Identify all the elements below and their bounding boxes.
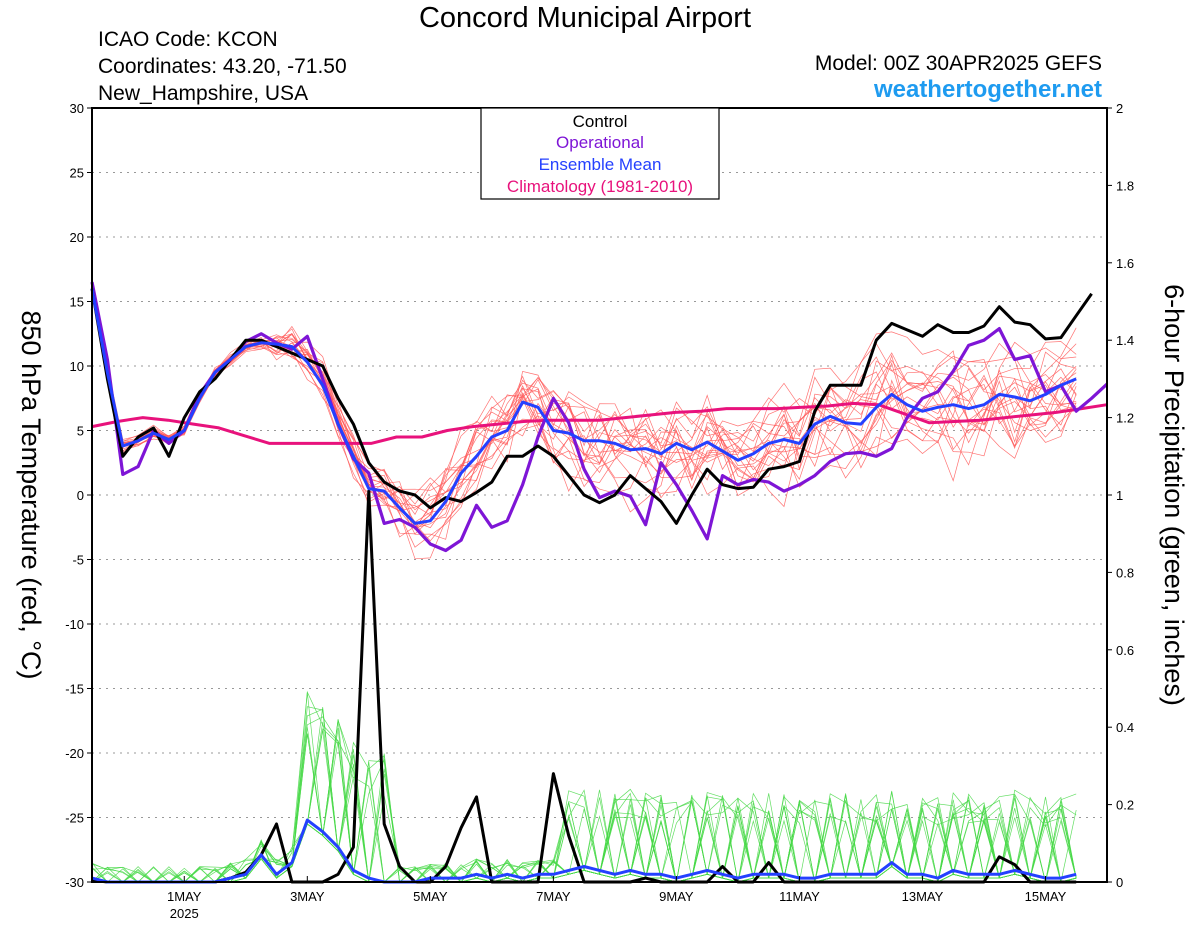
x-tick-label: 3MAY bbox=[290, 889, 325, 904]
member-temp-line bbox=[91, 290, 1077, 516]
legend-control: Control bbox=[573, 112, 628, 131]
y-right-tick-label: 0.4 bbox=[1116, 720, 1134, 735]
y-right-tick-label: 0 bbox=[1116, 875, 1123, 890]
icao-code: ICAO Code: KCON bbox=[98, 28, 278, 51]
x-tick-label: 11MAY bbox=[779, 889, 820, 904]
y-right-tick-label: 1 bbox=[1116, 488, 1123, 503]
member-temp-line bbox=[91, 287, 1077, 509]
control-precip-line bbox=[91, 489, 1077, 884]
member-temp-line bbox=[91, 291, 1077, 499]
y-left-tick-label: 20 bbox=[70, 230, 84, 245]
y-left-label: 850 hPa Temperature (red, °C) bbox=[16, 311, 46, 680]
y-left-tick-label: -5 bbox=[72, 553, 84, 568]
legend-climatology: Climatology (1981-2010) bbox=[507, 177, 693, 196]
member-precip-line bbox=[92, 690, 1077, 883]
member-precip-line bbox=[91, 719, 1077, 883]
x-tick-label: 5MAY bbox=[413, 889, 448, 904]
member-precip-line bbox=[92, 741, 1077, 883]
ensemble-mean-precip-line bbox=[91, 818, 1077, 884]
member-precip-line bbox=[91, 692, 1077, 883]
site-link[interactable]: weathertogether.net bbox=[873, 76, 1102, 103]
y-left-tick-label: 30 bbox=[70, 101, 84, 116]
y-left-tick-label: 5 bbox=[77, 424, 84, 439]
legend-box bbox=[480, 107, 720, 200]
x-tick-label: 15MAY bbox=[1025, 889, 1067, 904]
member-temp-line bbox=[91, 290, 1077, 540]
model-run: Model: 00Z 30APR2025 GEFS bbox=[814, 52, 1102, 75]
y-right-tick-label: 1.2 bbox=[1116, 411, 1134, 426]
y-right-tick-label: 1.4 bbox=[1116, 333, 1134, 348]
chart-title: Concord Municipal Airport bbox=[418, 2, 752, 34]
member-temp-line bbox=[91, 285, 1077, 529]
y-left-tick-label: -10 bbox=[65, 617, 84, 632]
x-tick-label: 1MAY bbox=[167, 889, 202, 904]
region: New_Hampshire, USA bbox=[98, 82, 309, 105]
operational-temp-line bbox=[90, 281, 1109, 553]
y-right-tick-label: 2 bbox=[1116, 101, 1123, 116]
legend: Control Operational Ensemble Mean Climat… bbox=[480, 107, 720, 200]
member-temp-line bbox=[91, 290, 1077, 530]
y-right-tick-label: 0.6 bbox=[1116, 643, 1134, 658]
member-precip-line bbox=[91, 727, 1077, 883]
y-right-tick-label: 0.8 bbox=[1116, 565, 1134, 580]
y-right-label: 6-hour Precipitation (green, inches) bbox=[1159, 284, 1189, 706]
x-tick-label: 9MAY bbox=[659, 889, 694, 904]
y-right-tick-label: 0.2 bbox=[1116, 798, 1134, 813]
control-temp-line bbox=[90, 288, 1093, 525]
x-tick-label: 13MAY bbox=[902, 889, 944, 904]
coordinates: Coordinates: 43.20, -71.50 bbox=[98, 55, 347, 78]
y-left-tick-label: 15 bbox=[70, 295, 84, 310]
legend-ensemble-mean: Ensemble Mean bbox=[539, 155, 662, 174]
grid-lines bbox=[92, 172, 1107, 818]
y-right-tick-label: 1.8 bbox=[1116, 178, 1134, 193]
y-left-tick-label: 10 bbox=[70, 359, 84, 374]
climatology-line bbox=[91, 401, 1108, 445]
y-right-tick-label: 1.6 bbox=[1116, 256, 1134, 271]
y-left-tick-label: -15 bbox=[65, 682, 84, 697]
x-tick-label: 7MAY bbox=[536, 889, 571, 904]
ensemble-members bbox=[91, 282, 1077, 883]
member-precip-line bbox=[92, 727, 1077, 883]
member-temp-line bbox=[91, 284, 1077, 538]
y-left-tick-label: 25 bbox=[70, 166, 84, 181]
member-temp-line bbox=[91, 288, 1077, 511]
y-left-tick-label: -30 bbox=[65, 875, 84, 890]
axis-ticks: 302520151050-5-10-15-20-25-3021.81.61.41… bbox=[65, 101, 1134, 921]
member-temp-line bbox=[91, 291, 1077, 515]
member-temp-line bbox=[91, 284, 1077, 512]
y-left-tick-label: -25 bbox=[65, 811, 84, 826]
x-tick-sublabel: 2025 bbox=[170, 906, 199, 921]
ensemble-mean-temp-line bbox=[90, 288, 1077, 525]
y-left-tick-label: 0 bbox=[77, 488, 84, 503]
member-temp-line bbox=[91, 289, 1077, 542]
y-left-tick-label: -20 bbox=[65, 746, 84, 761]
legend-operational: Operational bbox=[556, 133, 644, 152]
member-precip-line bbox=[92, 762, 1077, 883]
